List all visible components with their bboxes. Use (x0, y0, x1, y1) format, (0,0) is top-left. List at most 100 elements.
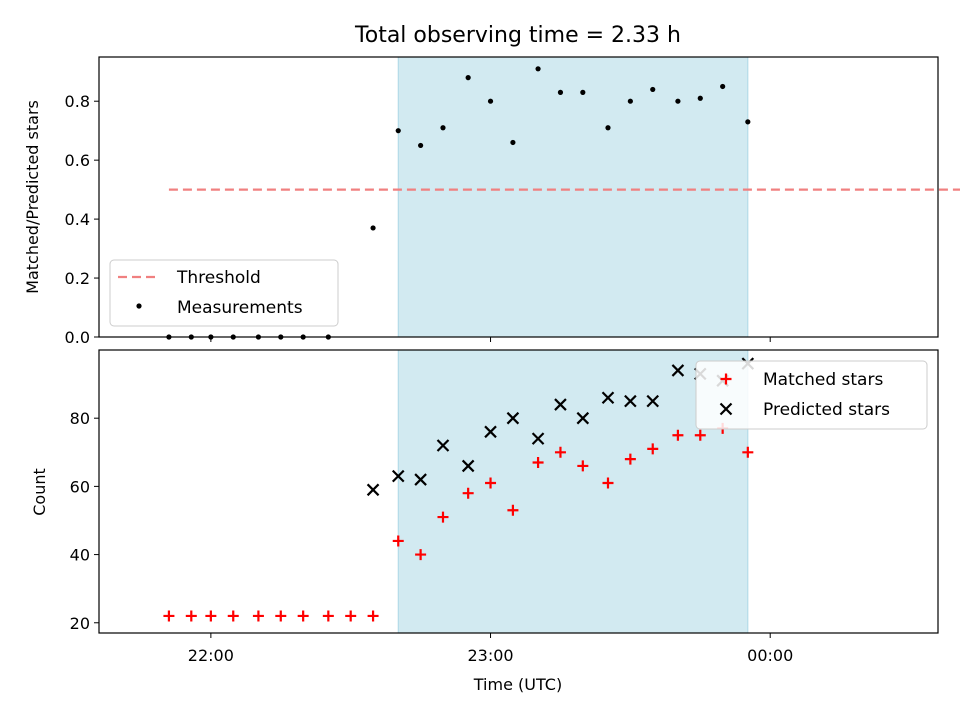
bottom-legend-box (695, 360, 928, 430)
legend-predicted-marker (719, 402, 733, 416)
y-tick-label: 80 (70, 409, 90, 428)
matched-point (392, 535, 404, 547)
measurement-point (745, 119, 751, 125)
matched-point (252, 610, 264, 622)
predicted-point (391, 469, 405, 483)
legend-measurements-swatch (136, 303, 142, 309)
legend-predicted-label: Predicted stars (763, 400, 890, 420)
matched-point (532, 457, 544, 469)
matched-point (602, 477, 614, 489)
observing-window-shade (397, 56, 749, 338)
predicted-point (646, 394, 660, 408)
measurement-point (720, 83, 726, 90)
matched-point (507, 504, 519, 516)
matched-point (485, 477, 497, 489)
matched-point (437, 511, 449, 523)
matched-points (163, 422, 754, 622)
bottom-axes-frame (98, 349, 939, 634)
legend-matched-label: Matched stars (763, 370, 883, 390)
matched-point (554, 446, 566, 458)
measurement-point (418, 142, 424, 149)
matched-point (577, 460, 589, 472)
top-x-ticks (210, 337, 771, 342)
matched-point (185, 610, 197, 622)
top-axes-frame (98, 56, 939, 338)
predicted-point (531, 432, 545, 445)
measurement-point (675, 98, 681, 104)
measurement-point (510, 139, 516, 146)
matched-point (205, 610, 217, 622)
top-observing-windows (397, 56, 749, 338)
predicted-point (671, 364, 685, 377)
measurement-point (627, 98, 633, 104)
chart-title: Total observing time = 2.33 h (354, 23, 681, 48)
y-tick-label: 0.2 (65, 269, 90, 288)
matched-point (297, 610, 309, 622)
matched-point (275, 610, 287, 622)
y-tick-label: 0.0 (65, 328, 90, 347)
matched-point (694, 429, 706, 441)
top-panel: 0.00.20.40.60.8 Matched/Predicted stars … (23, 56, 960, 347)
y-tick-label: 20 (70, 614, 90, 633)
y-tick-label: 0.8 (65, 92, 90, 111)
matched-point (415, 549, 427, 561)
x-tick-label: 23:00 (467, 646, 513, 665)
matched-point (163, 610, 175, 622)
matched-point (227, 610, 239, 622)
measurement-point (465, 75, 471, 81)
predicted-point (576, 411, 590, 425)
matched-point (672, 429, 684, 441)
legend-matched-marker (720, 373, 732, 385)
predicted-point (414, 473, 427, 486)
measurement-point (605, 125, 611, 131)
predicted-point (366, 483, 380, 497)
measurement-point (557, 89, 564, 95)
top-y-ticks: 0.0 0.2 0.4 0.6 0.8 (65, 92, 99, 347)
measurement-point (650, 86, 656, 93)
observing-window-shade (397, 349, 749, 634)
bottom-y-axis-label: Count (30, 468, 49, 516)
legend-threshold-label: Threshold (176, 268, 261, 288)
measurement-point (535, 66, 541, 72)
top-legend: Threshold Measurements (109, 259, 339, 327)
predicted-point (461, 459, 475, 473)
measurement-point (440, 125, 446, 131)
predicted-point (506, 411, 520, 425)
bottom-observing-windows (397, 349, 749, 634)
matched-point (322, 610, 334, 622)
predicted-point (436, 439, 450, 452)
measurement-point (697, 95, 703, 101)
predicted-point (601, 391, 615, 405)
measurement-point (395, 128, 401, 134)
matched-point (462, 487, 474, 499)
matched-point (367, 610, 379, 622)
measurement-point (580, 89, 586, 95)
y-tick-label: 0.6 (65, 151, 90, 170)
matched-point (742, 446, 754, 458)
y-tick-label: 60 (70, 477, 90, 496)
measurement-points (166, 66, 751, 340)
y-tick-label: 40 (70, 546, 90, 565)
legend-predicted-swatch (719, 402, 733, 416)
top-legend-box (109, 259, 339, 327)
measurement-point (487, 98, 494, 104)
predicted-point (624, 394, 637, 408)
measurement-point (370, 225, 376, 231)
bottom-legend: Matched stars Predicted stars (695, 360, 928, 430)
y-tick-label: 0.4 (65, 210, 90, 229)
matched-point (345, 610, 357, 622)
matched-point (624, 453, 636, 465)
x-tick-label: 00:00 (747, 646, 793, 665)
x-tick-label: 22:00 (188, 646, 234, 665)
x-axis-label: Time (UTC) (473, 675, 562, 694)
legend-matched-swatch (720, 373, 732, 385)
bottom-y-ticks: 20 40 60 80 (70, 409, 99, 633)
predicted-point (484, 425, 497, 439)
top-y-axis-label: Matched/Predicted stars (23, 100, 42, 294)
legend-measurements-label: Measurements (177, 298, 303, 318)
predicted-point (554, 398, 567, 411)
matched-point (647, 443, 659, 455)
